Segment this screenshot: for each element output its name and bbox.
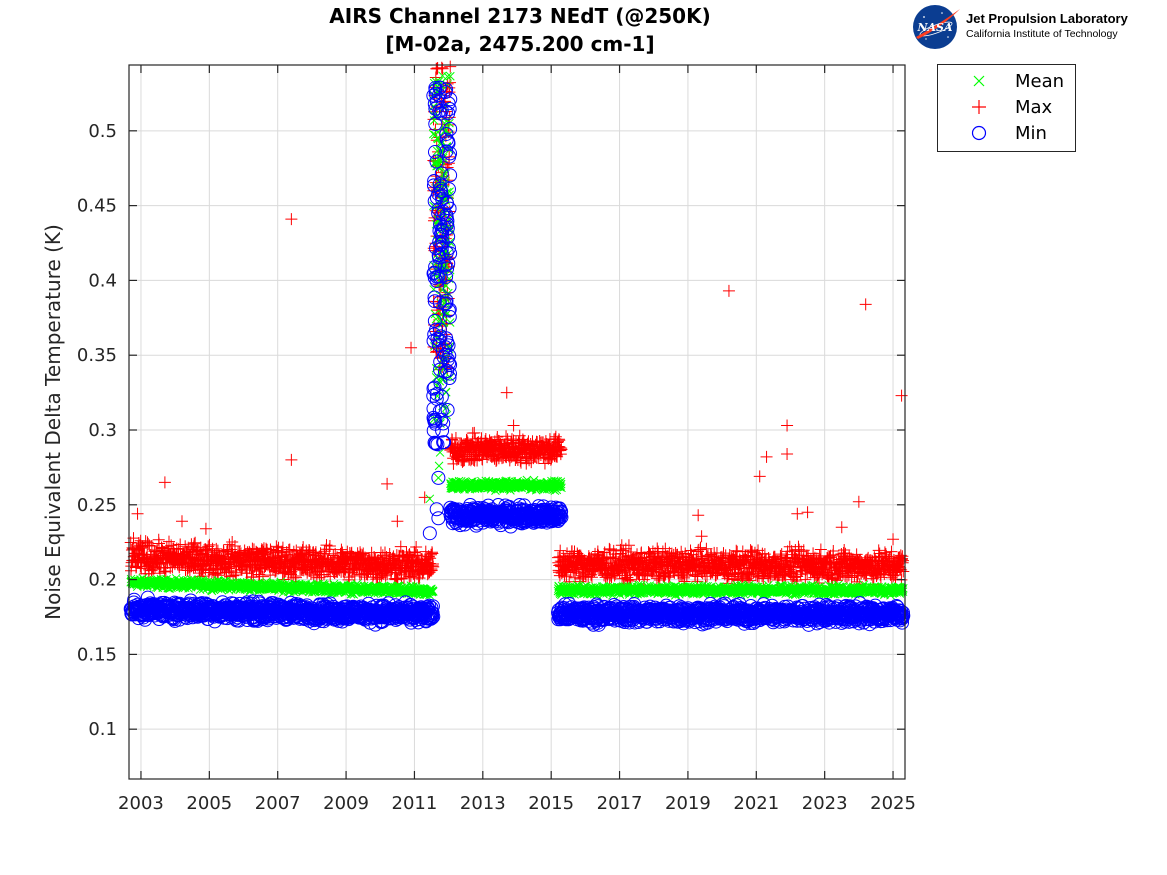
max-series [124, 60, 910, 592]
max-point [229, 566, 242, 579]
max-point [223, 538, 236, 551]
jpl-subtitle: California Institute of Technology [966, 28, 1118, 40]
max-point [317, 568, 330, 581]
max-point [228, 539, 241, 552]
nasa-logo: NASA [913, 5, 960, 49]
max-point [134, 542, 147, 555]
grid-lines [129, 65, 905, 779]
max-point [289, 571, 302, 584]
max-point [297, 541, 310, 554]
max-point [173, 558, 186, 571]
max-point [323, 543, 336, 556]
jpl-name: Jet Propulsion Laboratory [966, 11, 1128, 26]
nasa-wordmark: NASA [916, 21, 953, 34]
max-point [143, 539, 156, 552]
plot-area-background [129, 65, 905, 779]
max-point [189, 536, 202, 549]
chart-title-line-2: [M-02a, 2475.200 cm-1] [385, 32, 655, 56]
max-point [348, 569, 361, 582]
max-point [227, 569, 240, 582]
max-point [210, 542, 223, 555]
max-point [253, 568, 266, 581]
max-point [188, 537, 201, 550]
max-point [172, 543, 185, 556]
max-point [354, 546, 367, 559]
max-point [257, 542, 270, 555]
chart-title-line-1: AIRS Channel 2173 NEdT (@250K) [329, 4, 711, 28]
max-point [323, 540, 336, 553]
max-point [309, 548, 322, 561]
